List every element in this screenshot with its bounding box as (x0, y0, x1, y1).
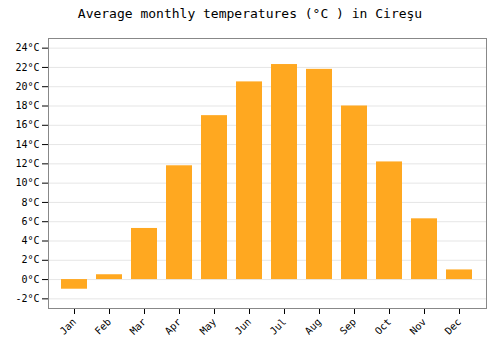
svg-text:10°C: 10°C (15, 177, 39, 188)
svg-text:24°C: 24°C (15, 42, 39, 53)
svg-text:0°C: 0°C (21, 274, 39, 285)
svg-text:Feb: Feb (93, 316, 114, 337)
svg-text:20°C: 20°C (15, 81, 39, 92)
svg-text:May: May (198, 316, 219, 337)
svg-text:Jun: Jun (233, 316, 254, 337)
svg-text:Dec: Dec (443, 316, 464, 337)
svg-text:4°C: 4°C (21, 235, 39, 246)
svg-text:-2°C: -2°C (15, 293, 39, 304)
svg-text:16°C: 16°C (15, 119, 39, 130)
svg-text:2°C: 2°C (21, 254, 39, 265)
svg-text:Aug: Aug (303, 316, 324, 337)
svg-text:6°C: 6°C (21, 216, 39, 227)
svg-text:Apr: Apr (163, 316, 184, 337)
html-text:Average monthly temperatures (: Average monthly temperatures (°C ) in Ci… (77, 6, 423, 21)
svg-text:8°C: 8°C (21, 197, 39, 208)
svg-text:Jul: Jul (268, 316, 289, 337)
svg-text:Oct: Oct (373, 316, 394, 337)
svg-text:Sep: Sep (338, 316, 359, 337)
svg-text:22°C: 22°C (15, 62, 39, 73)
svg-text:18°C: 18°C (15, 100, 39, 111)
svg-text:Jan: Jan (58, 316, 79, 337)
svg-text:12°C: 12°C (15, 158, 39, 169)
svg-text:Nov: Nov (408, 316, 429, 337)
svg-text:Mar: Mar (128, 316, 149, 337)
svg-text:14°C: 14°C (15, 139, 39, 150)
